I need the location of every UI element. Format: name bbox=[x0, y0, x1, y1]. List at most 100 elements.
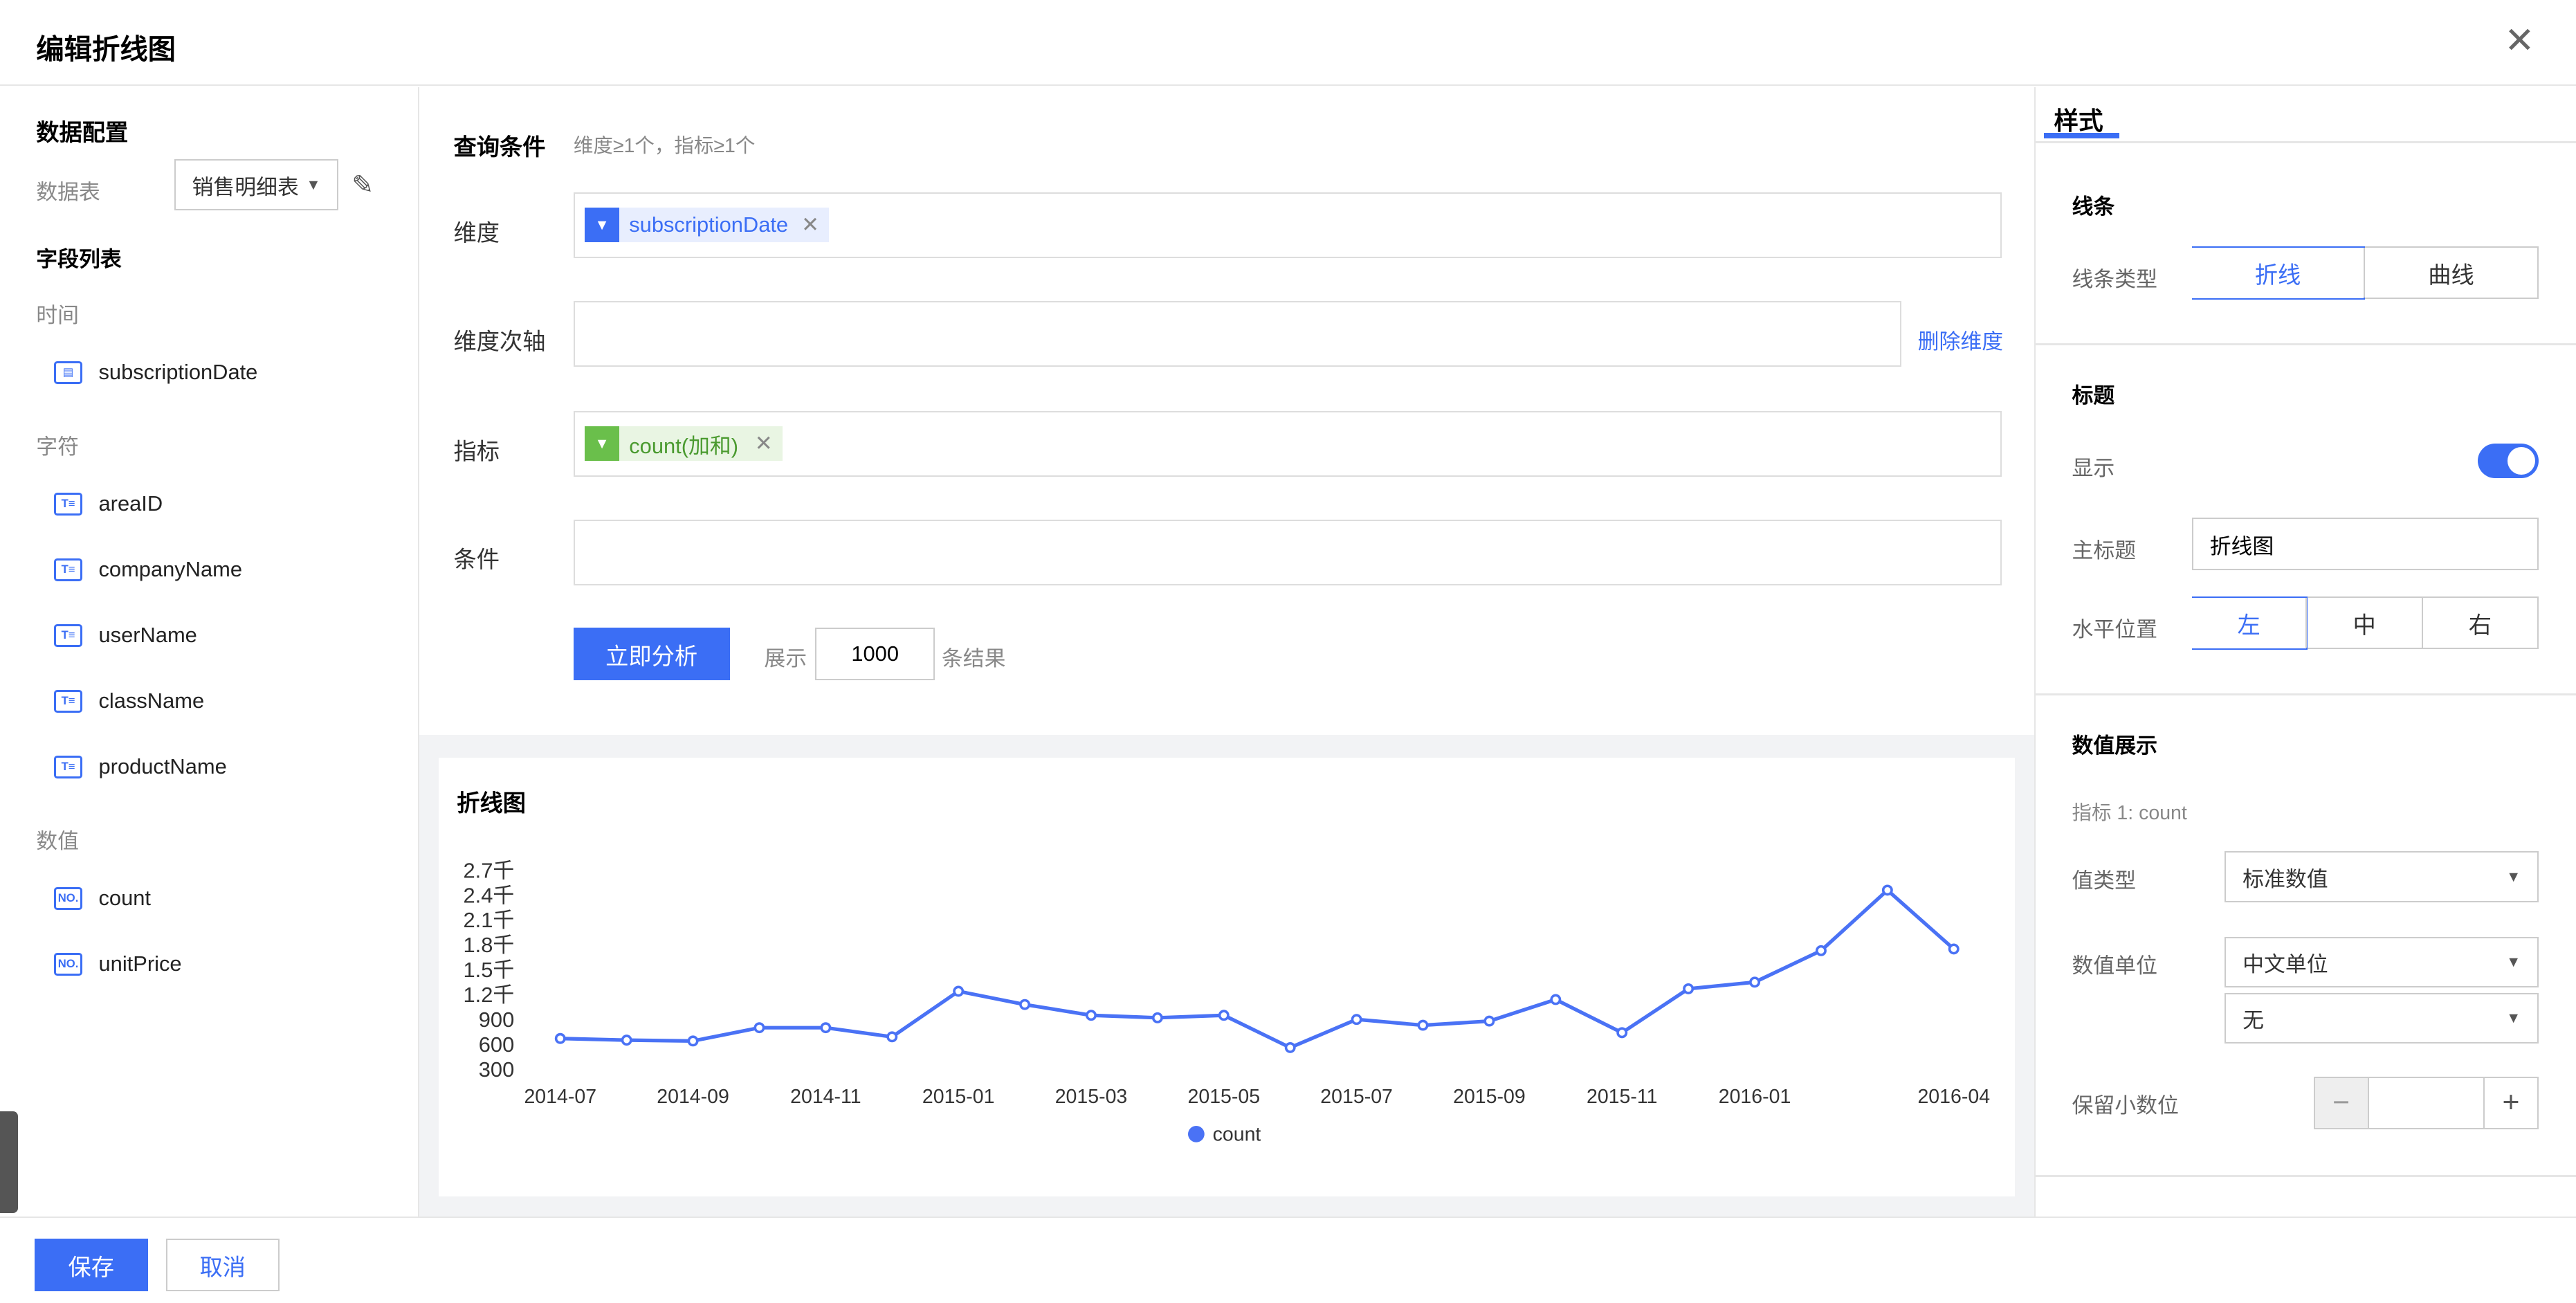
caret-down-icon: ▼ bbox=[2506, 868, 2521, 885]
save-button[interactable]: 保存 bbox=[34, 1239, 148, 1292]
caret-down-icon: ▼ bbox=[306, 176, 321, 193]
align-segment: 左 中 右 bbox=[2191, 596, 2539, 650]
field-group-label: 字符 bbox=[36, 434, 79, 459]
field-name: unitPrice bbox=[98, 951, 182, 976]
data-point bbox=[1616, 1027, 1628, 1039]
caret-down-icon: ▼ bbox=[2506, 1009, 2521, 1026]
x-tick-label: 2015-03 bbox=[1055, 1086, 1128, 1108]
remove-tag-icon[interactable]: ✕ bbox=[754, 431, 773, 456]
decimal-input[interactable] bbox=[2367, 1077, 2485, 1128]
style-panel: 样式 线条 线条类型 折线 曲线 标题 显示 主标题 水平位置 左 中 右 数值… bbox=[2034, 86, 2576, 1217]
field-item[interactable]: NO. unitPrice bbox=[54, 951, 182, 976]
value-section-title: 数值展示 bbox=[2072, 733, 2157, 758]
tab-style[interactable]: 样式 bbox=[2054, 107, 2103, 136]
cancel-button[interactable]: 取消 bbox=[165, 1239, 280, 1292]
dimension-tag[interactable]: ▼ subscriptionDate ✕ bbox=[585, 208, 830, 243]
y-tick-label: 1.2千 bbox=[464, 983, 515, 1007]
x-tick-label: 2015-01 bbox=[922, 1086, 995, 1108]
text-field-icon: T≡ bbox=[54, 492, 82, 516]
field-list-title: 字段列表 bbox=[36, 247, 122, 272]
field-item[interactable]: NO. count bbox=[54, 886, 151, 911]
x-tick-label: 2016-04 bbox=[1918, 1086, 1991, 1108]
metric-dropzone[interactable]: ▼ count(加和) ✕ bbox=[573, 410, 2002, 477]
dimension-dropzone[interactable]: ▼ subscriptionDate ✕ bbox=[573, 192, 2002, 258]
decimal-stepper[interactable]: − + bbox=[2313, 1076, 2539, 1129]
data-point bbox=[1483, 1015, 1495, 1027]
field-item[interactable]: T≡ areaID bbox=[54, 491, 163, 516]
main-title-input[interactable] bbox=[2191, 518, 2539, 571]
align-right[interactable]: 右 bbox=[2421, 598, 2537, 648]
field-name: areaID bbox=[98, 491, 163, 516]
unit-sub-value: 无 bbox=[2242, 1008, 2264, 1032]
data-point bbox=[1284, 1041, 1296, 1053]
text-field-icon: T≡ bbox=[54, 623, 82, 647]
decimal-label: 保留小数位 bbox=[2072, 1093, 2179, 1118]
line-type-curve[interactable]: 曲线 bbox=[2364, 248, 2537, 298]
plus-icon[interactable]: + bbox=[2502, 1086, 2520, 1120]
secondary-axis-dropzone[interactable] bbox=[573, 300, 1901, 367]
data-point bbox=[1218, 1010, 1230, 1021]
field-item[interactable]: T≡ productName bbox=[54, 754, 227, 779]
dialog-footer: 保存 取消 bbox=[0, 1216, 2576, 1303]
data-point bbox=[554, 1032, 566, 1044]
condition-dropzone[interactable] bbox=[573, 519, 2002, 585]
data-point bbox=[953, 985, 965, 997]
x-tick-label: 2015-11 bbox=[1587, 1086, 1657, 1108]
text-field-icon: T≡ bbox=[54, 689, 82, 713]
x-tick-label: 2015-09 bbox=[1453, 1086, 1526, 1108]
metric-tag[interactable]: ▼ count(加和) ✕ bbox=[585, 426, 783, 462]
data-point bbox=[1417, 1019, 1429, 1031]
show-title-toggle[interactable] bbox=[2478, 444, 2539, 479]
x-tick-label: 2014-11 bbox=[790, 1086, 861, 1108]
field-item[interactable]: T≡ className bbox=[54, 689, 204, 713]
y-tick-label: 600 bbox=[479, 1032, 515, 1057]
edit-pencil-icon[interactable]: ✎ bbox=[351, 170, 374, 200]
title-section-title: 标题 bbox=[2072, 383, 2115, 408]
number-field-icon: NO. bbox=[54, 886, 82, 910]
result-limit-input[interactable] bbox=[815, 628, 935, 681]
value-type-value: 标准数值 bbox=[2242, 866, 2328, 891]
query-conditions: 查询条件 维度≥1个，指标≥1个 维度 ▼ subscriptionDate ✕ 维… bbox=[419, 86, 2035, 735]
number-field-icon: NO. bbox=[54, 952, 82, 976]
delete-dimension-link[interactable]: 删除维度 bbox=[1917, 329, 2004, 354]
data-point bbox=[1550, 994, 1562, 1005]
line-type-polyline[interactable]: 折线 bbox=[2191, 246, 2366, 300]
unit-value: 中文单位 bbox=[2242, 952, 2328, 977]
dimension-label: 维度 bbox=[453, 220, 500, 246]
minus-icon[interactable]: − bbox=[2314, 1077, 2368, 1128]
caret-down-icon: ▼ bbox=[2506, 954, 2521, 971]
side-handle[interactable] bbox=[0, 1111, 19, 1213]
calendar-icon: ▤ bbox=[54, 361, 82, 384]
y-tick-label: 1.8千 bbox=[464, 933, 515, 957]
y-tick-label: 900 bbox=[479, 1008, 515, 1032]
query-title: 查询条件 bbox=[453, 135, 546, 161]
remove-tag-icon[interactable]: ✕ bbox=[801, 212, 819, 237]
x-tick-label: 2014-09 bbox=[657, 1086, 729, 1108]
tag-dropdown-icon[interactable]: ▼ bbox=[585, 426, 619, 462]
divider bbox=[2036, 1175, 2576, 1177]
secondary-axis-label: 维度次轴 bbox=[453, 329, 546, 355]
table-select[interactable]: 销售明细表 ▼ bbox=[174, 159, 339, 210]
field-item[interactable]: ▤ subscriptionDate bbox=[54, 360, 257, 385]
active-tab-indicator bbox=[2044, 133, 2120, 138]
data-point bbox=[687, 1035, 699, 1047]
field-item[interactable]: T≡ companyName bbox=[54, 557, 242, 582]
analyze-button[interactable]: 立即分析 bbox=[573, 628, 730, 681]
text-field-icon: T≡ bbox=[54, 755, 82, 778]
field-name: companyName bbox=[98, 557, 243, 582]
value-type-select[interactable]: 标准数值 ▼ bbox=[2225, 851, 2539, 902]
data-point bbox=[1882, 884, 1893, 896]
close-icon[interactable]: ✕ bbox=[2504, 20, 2535, 61]
unit-select[interactable]: 中文单位 ▼ bbox=[2225, 936, 2539, 988]
series-line-count bbox=[560, 887, 1955, 1050]
field-name: userName bbox=[98, 623, 197, 648]
align-center[interactable]: 中 bbox=[2305, 598, 2421, 648]
x-tick-label: 2016-01 bbox=[1719, 1086, 1791, 1108]
field-name: count bbox=[98, 886, 152, 911]
field-item[interactable]: T≡ userName bbox=[54, 623, 197, 648]
tag-dropdown-icon[interactable]: ▼ bbox=[585, 208, 619, 243]
align-left[interactable]: 左 bbox=[2191, 596, 2308, 650]
unit-sub-select[interactable]: 无 ▼ bbox=[2225, 992, 2539, 1044]
